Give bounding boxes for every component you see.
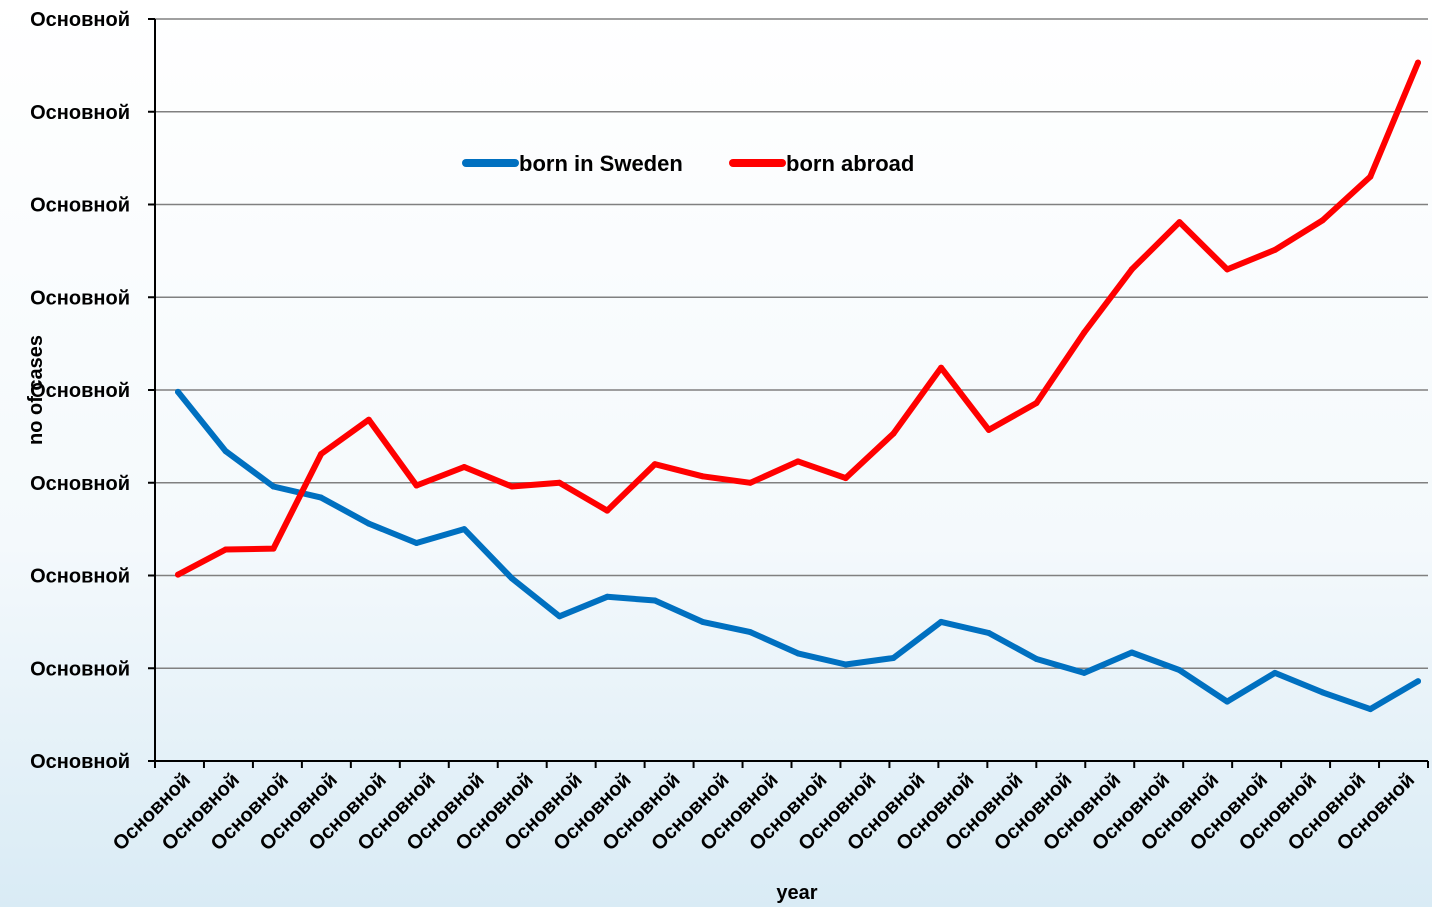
data-point-born-abroad bbox=[1128, 266, 1135, 273]
data-point-born-abroad bbox=[1367, 173, 1374, 180]
data-point-born-in-sweden bbox=[1415, 678, 1421, 685]
data-point-born-abroad bbox=[1081, 329, 1088, 336]
data-point-born-abroad bbox=[175, 571, 181, 578]
data-point-born-in-sweden bbox=[461, 526, 468, 533]
data-point-born-abroad bbox=[604, 507, 611, 514]
data-point-born-abroad bbox=[222, 546, 229, 553]
data-point-born-in-sweden bbox=[938, 618, 945, 625]
data-point-born-abroad bbox=[699, 473, 706, 480]
y-tick-label: Основной bbox=[30, 102, 130, 124]
data-point-born-in-sweden bbox=[508, 575, 515, 582]
data-point-born-in-sweden bbox=[985, 630, 992, 636]
data-point-born-abroad bbox=[365, 416, 372, 423]
data-point-born-in-sweden bbox=[651, 597, 658, 604]
data-point-born-abroad bbox=[747, 479, 754, 486]
data-point-born-abroad bbox=[795, 458, 801, 465]
data-point-born-in-sweden bbox=[795, 650, 801, 657]
data-point-born-abroad bbox=[1271, 246, 1278, 253]
y-tick-label: Основной bbox=[30, 287, 130, 309]
data-point-born-abroad bbox=[1224, 266, 1231, 273]
data-point-born-abroad bbox=[1415, 59, 1421, 66]
data-point-born-abroad bbox=[842, 475, 849, 482]
y-tick-label: Основной bbox=[30, 380, 130, 402]
data-point-born-abroad bbox=[1176, 219, 1183, 226]
legend-label-born-abroad: born abroad bbox=[786, 151, 914, 176]
data-point-born-in-sweden bbox=[1271, 669, 1278, 676]
data-point-born-in-sweden bbox=[1081, 669, 1088, 676]
data-point-born-abroad bbox=[556, 479, 563, 486]
y-tick-label: Основной bbox=[30, 658, 130, 680]
data-point-born-in-sweden bbox=[1224, 698, 1231, 705]
y-tick-label: Основной bbox=[30, 473, 130, 495]
y-tick-label: Основной bbox=[30, 9, 130, 31]
data-point-born-abroad bbox=[413, 482, 420, 489]
legend-label-born-in-sweden: born in Sweden bbox=[519, 151, 683, 176]
series-line-born-in-sweden bbox=[175, 388, 1421, 713]
data-point-born-in-sweden bbox=[1319, 689, 1326, 696]
series-layer bbox=[175, 59, 1421, 713]
x-ticks-layer: ОсновнойОсновнойОсновнойОсновнойОсновной… bbox=[109, 761, 1429, 855]
y-ticks-layer: Основной Основной Основной Основной Основной… bbox=[30, 9, 155, 773]
x-axis-title: year bbox=[776, 882, 817, 904]
data-point-born-in-sweden bbox=[604, 593, 611, 600]
data-point-born-in-sweden bbox=[413, 540, 420, 546]
y-axis-title: no of cases bbox=[25, 335, 47, 445]
grid-layer bbox=[155, 18, 1428, 669]
y-tick-label: Основной bbox=[30, 751, 130, 773]
y-tick-label: Основной bbox=[30, 195, 130, 217]
data-point-born-abroad bbox=[1033, 400, 1040, 406]
data-point-born-abroad bbox=[318, 451, 325, 457]
data-point-born-abroad bbox=[985, 426, 992, 433]
data-point-born-abroad bbox=[890, 430, 897, 437]
data-point-born-in-sweden bbox=[842, 661, 849, 668]
data-point-born-in-sweden bbox=[556, 613, 563, 620]
data-point-born-in-sweden bbox=[699, 618, 706, 625]
data-point-born-in-sweden bbox=[270, 483, 277, 490]
data-point-born-in-sweden bbox=[1176, 667, 1183, 674]
data-point-born-in-sweden bbox=[175, 388, 181, 395]
y-tick-label: Основной bbox=[30, 566, 130, 588]
data-point-born-in-sweden bbox=[747, 629, 754, 636]
data-point-born-in-sweden bbox=[222, 448, 229, 455]
data-point-born-in-sweden bbox=[890, 655, 897, 661]
data-point-born-in-sweden bbox=[1128, 649, 1135, 656]
data-point-born-in-sweden bbox=[1033, 656, 1040, 662]
data-point-born-in-sweden bbox=[365, 520, 372, 527]
data-point-born-in-sweden bbox=[1367, 706, 1374, 713]
data-point-born-abroad bbox=[270, 545, 277, 552]
data-point-born-abroad bbox=[461, 464, 468, 470]
data-point-born-abroad bbox=[651, 461, 658, 468]
data-point-born-abroad bbox=[1319, 217, 1326, 224]
legend: born in Sweden born abroad bbox=[462, 151, 914, 176]
series-line-born-abroad bbox=[175, 59, 1421, 578]
data-point-born-in-sweden bbox=[318, 494, 325, 501]
data-point-born-abroad bbox=[938, 364, 945, 371]
data-point-born-abroad bbox=[508, 483, 515, 490]
